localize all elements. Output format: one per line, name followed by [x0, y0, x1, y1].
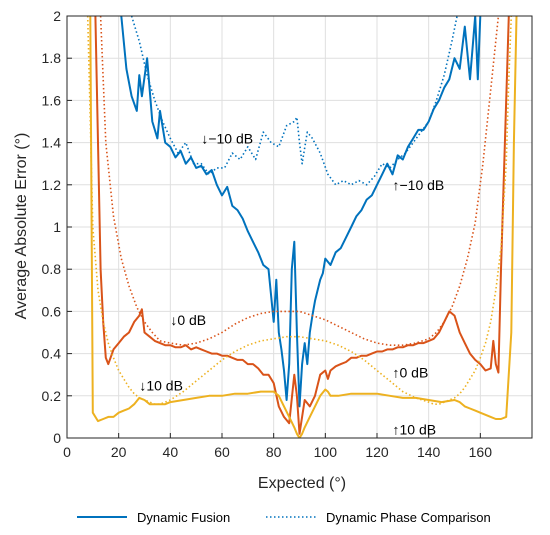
y-tick-label: 0.2 [42, 388, 62, 404]
y-tick-label: 0.4 [42, 346, 62, 362]
annotation-label: ↓0 dB [170, 312, 206, 328]
x-tick-label: 40 [163, 444, 179, 460]
legend: Dynamic Fusion Dynamic Phase Comparison [77, 510, 491, 525]
y-tick-label: 1.2 [42, 177, 62, 193]
series-line-fusion-0 [120, 16, 482, 408]
x-tick-label: 100 [314, 444, 338, 460]
x-tick-label: 20 [111, 444, 127, 460]
annotation-label: ↑0 dB [393, 365, 429, 381]
legend-label: Dynamic Fusion [137, 510, 230, 525]
grid [67, 16, 532, 438]
series-line-fusion-2 [94, 16, 510, 435]
y-tick-label: 0.8 [42, 261, 62, 277]
annotation-label: ↑−10 dB [393, 177, 445, 193]
annotation-label: ↑10 dB [393, 422, 437, 438]
x-tick-label: 160 [469, 444, 493, 460]
y-tick-label: 1.8 [42, 50, 62, 66]
y-tick-label: 1.6 [42, 92, 62, 108]
y-tick-label: 1 [53, 219, 61, 235]
x-tick-label: 140 [417, 444, 441, 460]
annotations: ↓−10 dB ↑−10 dB ↓0 dB ↑0 dB ↓10 dB ↑10 dB [139, 130, 444, 437]
series-layer [86, 16, 518, 438]
y-tick-label: 0.6 [42, 303, 62, 319]
x-tick-label: 60 [214, 444, 230, 460]
y-tick-label: 2 [53, 8, 61, 24]
x-tick-label: 80 [266, 444, 282, 460]
y-tick-label: 1.4 [42, 135, 62, 151]
series-line-phase-comparison-1 [130, 16, 458, 186]
x-tick-label: 0 [63, 444, 71, 460]
annotation-label: ↓−10 dB [201, 130, 253, 146]
annotation-label: ↓10 dB [139, 377, 183, 393]
x-axis-title: Expected (°) [258, 475, 346, 492]
y-tick-label: 0 [53, 430, 61, 446]
legend-label: Dynamic Phase Comparison [326, 510, 491, 525]
y-axis-title: Average Absolute Error (°) [13, 133, 30, 320]
tick-labels: 0 20 40 60 80 100 120 140 160 0 0.2 0.4 0.6 0.8 1 1.2 1.… [42, 8, 493, 460]
x-tick-label: 120 [365, 444, 389, 460]
series-line-phase-comparison-5 [86, 16, 513, 406]
